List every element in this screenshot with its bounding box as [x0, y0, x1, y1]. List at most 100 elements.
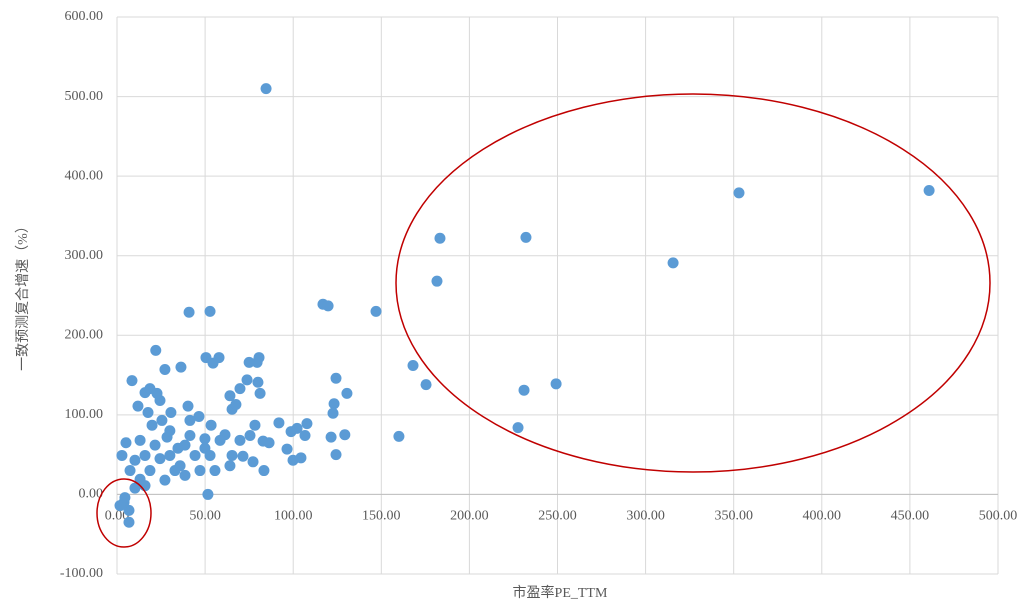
point [393, 430, 405, 442]
point [237, 450, 249, 462]
point [154, 453, 166, 465]
point [301, 418, 313, 430]
point [247, 456, 259, 468]
point [156, 414, 168, 426]
point [204, 305, 216, 317]
point [285, 426, 297, 438]
point [733, 187, 745, 199]
point [114, 500, 126, 512]
point [226, 449, 238, 461]
point [193, 410, 205, 422]
point [249, 419, 261, 431]
point [550, 378, 562, 390]
point [325, 431, 337, 443]
point [431, 275, 443, 287]
point [119, 492, 131, 504]
y-tick-label: 300.00 [65, 248, 104, 263]
point [234, 383, 246, 395]
y-tick-label: 0.00 [79, 487, 104, 502]
x-tick-label: 0.00 [105, 509, 130, 524]
x-tick-label: 150.00 [362, 509, 401, 524]
point [299, 430, 311, 442]
point [207, 357, 219, 369]
point [142, 406, 154, 418]
x-tick-label: 350.00 [714, 509, 753, 524]
point [244, 430, 256, 442]
x-tick-label: 300.00 [626, 509, 665, 524]
y-tick-label: 500.00 [65, 89, 104, 104]
x-tick-label: 200.00 [450, 509, 489, 524]
x-tick-label: 250.00 [538, 509, 577, 524]
y-tick-label: -100.00 [60, 566, 103, 581]
point [341, 387, 353, 399]
point [518, 384, 530, 396]
point [124, 465, 136, 477]
point [184, 430, 196, 442]
point [132, 400, 144, 412]
point [327, 407, 339, 419]
point [151, 387, 163, 399]
point [134, 434, 146, 446]
point [159, 474, 171, 486]
x-tick-label: 100.00 [274, 509, 313, 524]
point [339, 429, 351, 441]
point [252, 376, 264, 388]
point [251, 356, 263, 368]
point [149, 439, 161, 451]
point [159, 364, 171, 376]
point [164, 425, 176, 437]
point [174, 460, 186, 472]
x-tick-label: 400.00 [803, 509, 842, 524]
x-tick-label: 500.00 [979, 509, 1018, 524]
plot-area: -100.00 0.00 100.00 200.00 300.00 400.00 500.0… [60, 9, 1017, 581]
point [204, 449, 216, 461]
x-axis-label: 市盈率PE_TTM [513, 584, 608, 601]
point [199, 433, 211, 445]
point [214, 434, 226, 446]
x-tick-label: 450.00 [891, 509, 930, 524]
point [182, 400, 194, 412]
y-tick-label: 100.00 [65, 407, 104, 422]
point [129, 482, 141, 494]
point [230, 399, 242, 411]
point [330, 449, 342, 461]
point [224, 390, 236, 402]
point [330, 372, 342, 384]
point [224, 460, 236, 472]
point [328, 398, 340, 410]
highlight-ellipse [96, 478, 152, 548]
point [164, 449, 176, 461]
point [175, 361, 187, 373]
point [189, 449, 201, 461]
point [434, 232, 446, 244]
point [273, 417, 285, 429]
point [254, 387, 266, 399]
point [179, 469, 191, 481]
point [281, 443, 293, 455]
point [923, 184, 935, 196]
point [205, 419, 217, 431]
point [139, 449, 151, 461]
point [123, 504, 135, 516]
point [150, 344, 162, 356]
point [129, 454, 141, 466]
point [420, 379, 432, 391]
y-tick-label: 400.00 [65, 168, 104, 183]
point [146, 419, 158, 431]
point [243, 356, 255, 368]
point [241, 374, 253, 386]
point [234, 434, 246, 446]
point [194, 465, 206, 477]
point [123, 516, 135, 528]
y-tick-label: 200.00 [65, 328, 104, 343]
point [520, 231, 532, 243]
point [184, 414, 196, 426]
point [667, 257, 679, 269]
point [322, 300, 334, 312]
point [295, 452, 307, 464]
point [407, 360, 419, 372]
x-tick-label: 50.00 [189, 509, 221, 524]
point [209, 465, 221, 477]
point [202, 488, 214, 500]
